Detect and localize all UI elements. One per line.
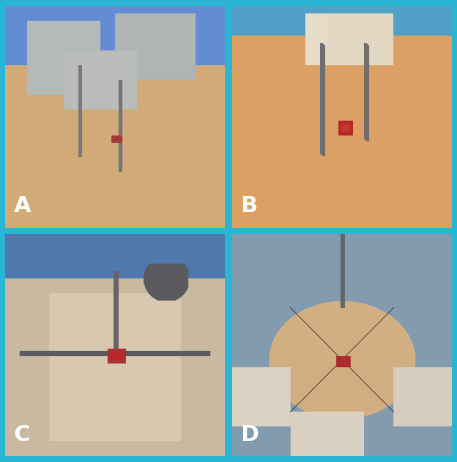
Text: C: C — [14, 426, 31, 445]
Text: A: A — [14, 196, 32, 216]
Text: B: B — [241, 196, 258, 216]
Text: D: D — [241, 426, 259, 445]
